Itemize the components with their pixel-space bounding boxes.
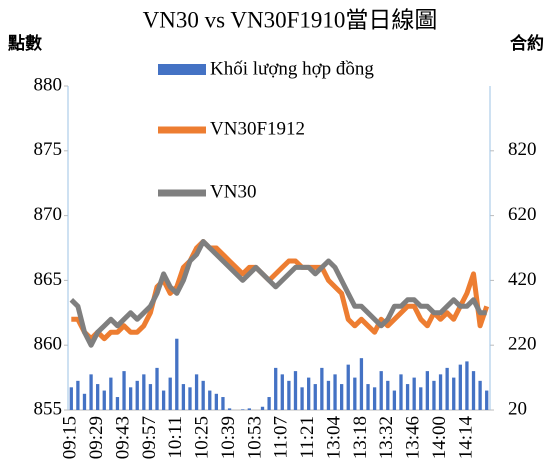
x-tick-label: 13:18: [350, 416, 371, 459]
bar: [432, 380, 436, 410]
bar: [122, 371, 126, 410]
bar: [438, 374, 443, 410]
bar: [76, 380, 80, 410]
y-tick-label: 860: [34, 334, 63, 355]
bar: [109, 377, 113, 410]
bar: [458, 364, 462, 410]
bar: [181, 384, 186, 410]
bar: [128, 387, 133, 410]
bar: [425, 371, 430, 410]
bar: [471, 371, 476, 410]
bar: [82, 393, 87, 410]
y-tick-label: 875: [34, 139, 63, 160]
x-tick-label: 14:14: [455, 416, 476, 460]
bar: [399, 374, 403, 410]
bar: [188, 387, 192, 410]
bar: [320, 367, 324, 410]
bar: [313, 384, 317, 410]
y-tick-label: 880: [34, 74, 63, 95]
bar: [115, 397, 120, 410]
y2-tick-label: 20: [508, 398, 527, 419]
x-tick-label: 13:46: [403, 416, 424, 459]
bar: [142, 374, 146, 410]
bar: [201, 380, 205, 410]
x-tick-label: 09:15: [60, 416, 81, 459]
y-tick-label: 865: [34, 269, 63, 290]
bar: [148, 384, 153, 410]
x-tick-label: 14:00: [429, 416, 450, 459]
x-tick-label: 11:07: [271, 416, 292, 459]
x-tick-label: 09:57: [139, 416, 160, 459]
bar: [478, 380, 482, 410]
bar: [89, 374, 93, 410]
x-tick-label: 13:32: [376, 416, 397, 459]
x-tick-label: 10:11: [165, 416, 186, 459]
bar: [260, 406, 265, 410]
bar: [339, 384, 344, 410]
bar: [452, 377, 456, 410]
bar: [221, 397, 225, 410]
bar: [326, 380, 331, 410]
x-tick-label: 13:04: [323, 416, 344, 460]
line: [69, 239, 487, 348]
bar: [247, 408, 251, 410]
bar: [359, 358, 364, 410]
bar: [135, 380, 139, 410]
bar: [346, 364, 350, 410]
y2-tick-label: 420: [508, 269, 537, 290]
bar: [445, 367, 449, 410]
line: [71, 239, 490, 342]
bar: [96, 384, 100, 410]
bar: [274, 367, 278, 410]
bar: [300, 387, 304, 410]
legend-label: VN30: [210, 181, 256, 202]
bar: [333, 374, 337, 410]
y-tick-label: 855: [34, 398, 63, 419]
bar: [379, 371, 383, 410]
bar: [241, 409, 245, 410]
x-tick-label: 10:25: [192, 416, 213, 459]
x-tick-label: 11:21: [297, 416, 318, 459]
bar: [227, 408, 232, 410]
x-tick-label: 10:39: [218, 416, 239, 459]
legend-label: VN30F1912: [210, 118, 305, 139]
x-tick-label: 10:53: [244, 416, 265, 459]
bar: [102, 390, 106, 410]
bar: [366, 384, 370, 410]
bar: [405, 384, 410, 410]
bar: [419, 387, 423, 410]
bar: [412, 377, 416, 410]
bar: [280, 374, 284, 410]
bar: [214, 393, 219, 410]
bar: [307, 377, 311, 410]
legend-label: Khối lượng hợp đồng: [210, 58, 374, 79]
bar: [155, 367, 159, 410]
x-tick-label: 09:29: [86, 416, 107, 459]
bar: [194, 374, 199, 410]
bar: [161, 390, 166, 410]
bar: [465, 361, 469, 410]
chart-title: VN30 vs VN30F1910當日線圖: [143, 7, 438, 32]
bar: [69, 387, 73, 410]
bar: [168, 377, 172, 410]
y2-axis-label: 合約: [510, 33, 544, 54]
y2-tick-label: 220: [508, 334, 537, 355]
bar: [386, 380, 390, 410]
y-tick-label: 870: [34, 204, 63, 225]
bar: [353, 377, 357, 410]
bar: [287, 380, 291, 410]
bar: [208, 390, 212, 410]
bar: [485, 390, 489, 410]
y2-tick-label: 820: [508, 139, 537, 160]
bar: [293, 371, 298, 410]
y-axis-label: 點數: [7, 33, 42, 54]
bar: [175, 338, 179, 410]
x-tick-label: 09:43: [112, 416, 133, 459]
bar: [267, 397, 271, 410]
bar: [372, 387, 377, 410]
y2-tick-label: 620: [508, 204, 537, 225]
bar: [392, 390, 397, 410]
legend-swatch: [158, 64, 206, 75]
